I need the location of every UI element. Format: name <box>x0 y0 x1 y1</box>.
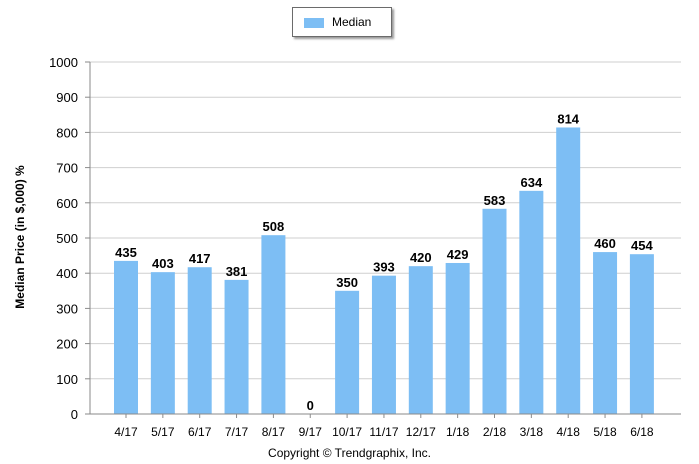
axes <box>85 62 681 415</box>
x-tick-label: 6/18 <box>630 425 654 439</box>
copyright-text: Copyright © Trendgraphix, Inc. <box>268 446 431 460</box>
bar <box>482 208 507 414</box>
x-tick-label: 9/17 <box>299 425 323 439</box>
y-tick-label: 900 <box>56 90 78 105</box>
y-tick-label: 1000 <box>49 55 78 70</box>
x-tick-label: 11/17 <box>369 425 398 439</box>
bar <box>556 127 581 415</box>
x-tick-label: 10/17 <box>332 425 362 439</box>
y-tick-labels: 0 100 200 300 400 500 600 700 800 900 1000 <box>49 55 78 422</box>
bar <box>224 279 249 414</box>
bar-value-label: 460 <box>594 236 616 251</box>
bar-value-label: 429 <box>447 247 469 262</box>
bar <box>187 267 212 414</box>
legend-swatch-median <box>304 18 324 28</box>
bar <box>371 275 396 414</box>
y-axis-title: Median Price (in $,000) % <box>13 165 27 309</box>
x-tick-labels: 4/17 5/17 6/17 7/17 8/17 9/17 10/17 11/17 12/17 1… <box>114 414 654 439</box>
y-tick-label: 0 <box>71 407 78 422</box>
bar-value-label: 634 <box>520 175 542 190</box>
bar-value-label: 0 <box>307 398 314 413</box>
y-tick-label: 300 <box>56 301 78 316</box>
y-tick-label: 100 <box>56 372 78 387</box>
y-tick-label: 700 <box>56 161 78 176</box>
y-tick-label: 500 <box>56 231 78 246</box>
bar <box>150 272 175 414</box>
x-tick-label: 4/18 <box>557 425 581 439</box>
bar <box>261 235 286 414</box>
bar-value-label: 583 <box>484 193 506 208</box>
x-tick-label: 3/18 <box>520 425 544 439</box>
x-tick-label: 5/18 <box>593 425 617 439</box>
x-tick-label: 2/18 <box>483 425 507 439</box>
x-tick-label: 5/17 <box>151 425 175 439</box>
bar-value-label: 435 <box>115 245 137 260</box>
y-tick-label: 600 <box>56 196 78 211</box>
bar <box>593 252 618 414</box>
bar-value-label: 454 <box>631 238 653 253</box>
y-tick-label: 200 <box>56 337 78 352</box>
bar-value-label: 393 <box>373 260 395 275</box>
x-tick-label: 8/17 <box>262 425 286 439</box>
bar-value-labels: 435 403 417 381 508 0 350 393 420 429 583 634 814 460… <box>115 111 653 413</box>
bar-value-label: 403 <box>152 256 174 271</box>
bars <box>114 127 654 415</box>
bar <box>519 190 544 414</box>
legend-label-median: Median <box>332 15 372 29</box>
bar-value-label: 420 <box>410 250 432 265</box>
bar-value-label: 381 <box>226 264 248 279</box>
x-tick-label: 6/17 <box>188 425 212 439</box>
x-tick-label: 1/18 <box>446 425 470 439</box>
bar <box>445 262 470 414</box>
bar <box>408 266 433 414</box>
bar <box>335 290 360 414</box>
y-tick-label: 400 <box>56 266 78 281</box>
bar-value-label: 350 <box>336 275 358 290</box>
bar <box>629 254 654 414</box>
x-tick-label: 12/17 <box>406 425 436 439</box>
bar-value-label: 508 <box>263 219 285 234</box>
bar-value-label: 814 <box>557 111 579 126</box>
y-tick-label: 800 <box>56 125 78 140</box>
x-tick-label: 7/17 <box>225 425 249 439</box>
bar-value-label: 417 <box>189 251 211 266</box>
bar <box>114 260 138 414</box>
legend: Median <box>292 7 392 37</box>
x-tick-label: 4/17 <box>114 425 138 439</box>
